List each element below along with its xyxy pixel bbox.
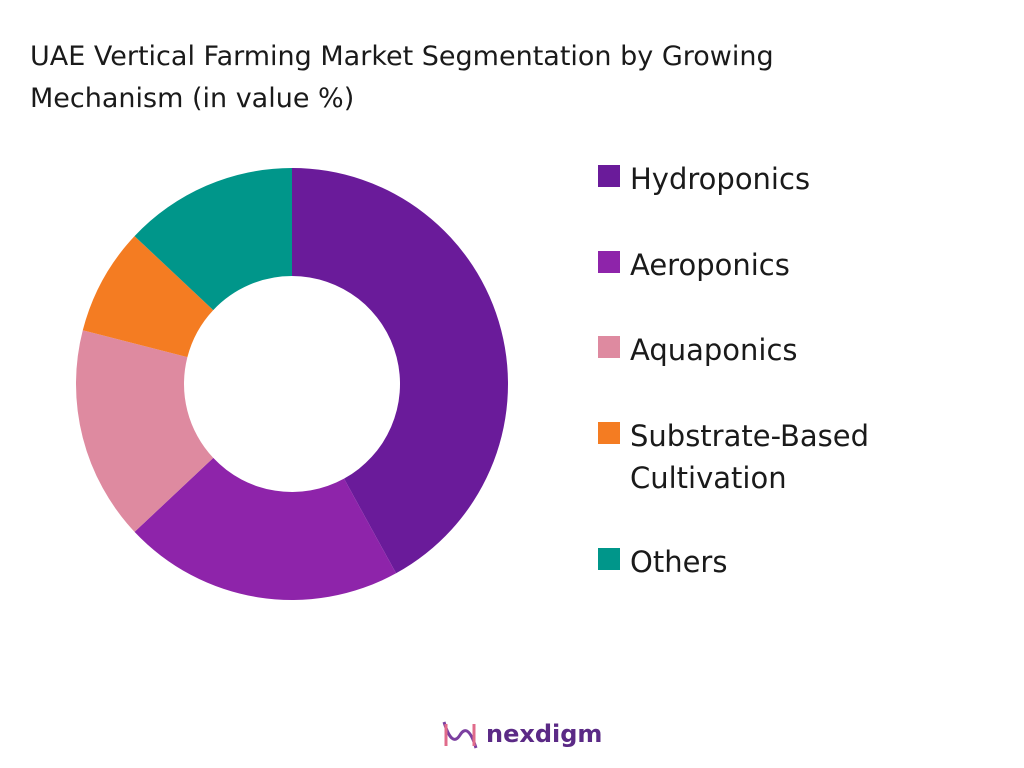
- pie-slice: [292, 168, 508, 574]
- legend-item: Others: [598, 541, 930, 583]
- legend-swatch: [598, 251, 620, 273]
- brand-name: nexdigm: [486, 720, 603, 748]
- legend-label: Aeroponics: [630, 248, 790, 282]
- legend-swatch: [598, 165, 620, 187]
- legend-swatch: [598, 336, 620, 358]
- pie-slice: [134, 168, 292, 311]
- brand-logo: [442, 721, 478, 749]
- legend-swatch: [598, 548, 620, 570]
- legend-label: Substrate-Based Cultivation: [630, 419, 870, 495]
- legend-item: Hydroponics: [598, 158, 930, 200]
- legend-item: Aeroponics: [598, 244, 930, 286]
- legend-item: Substrate-Based Cultivation: [598, 415, 930, 499]
- legend-label: Aquaponics: [630, 333, 798, 367]
- pie-slice: [82, 236, 214, 358]
- pie-slice: [134, 457, 397, 600]
- legend-label: Others: [630, 545, 728, 579]
- legend-swatch: [598, 422, 620, 444]
- pie-slice: [76, 330, 214, 532]
- logo-icon: [444, 724, 476, 746]
- legend-label: Hydroponics: [630, 162, 811, 196]
- legend-item: Aquaponics: [598, 329, 930, 371]
- logo-icon: [442, 721, 478, 749]
- chart-title: UAE Vertical Farming Market Segmentation…: [30, 41, 774, 114]
